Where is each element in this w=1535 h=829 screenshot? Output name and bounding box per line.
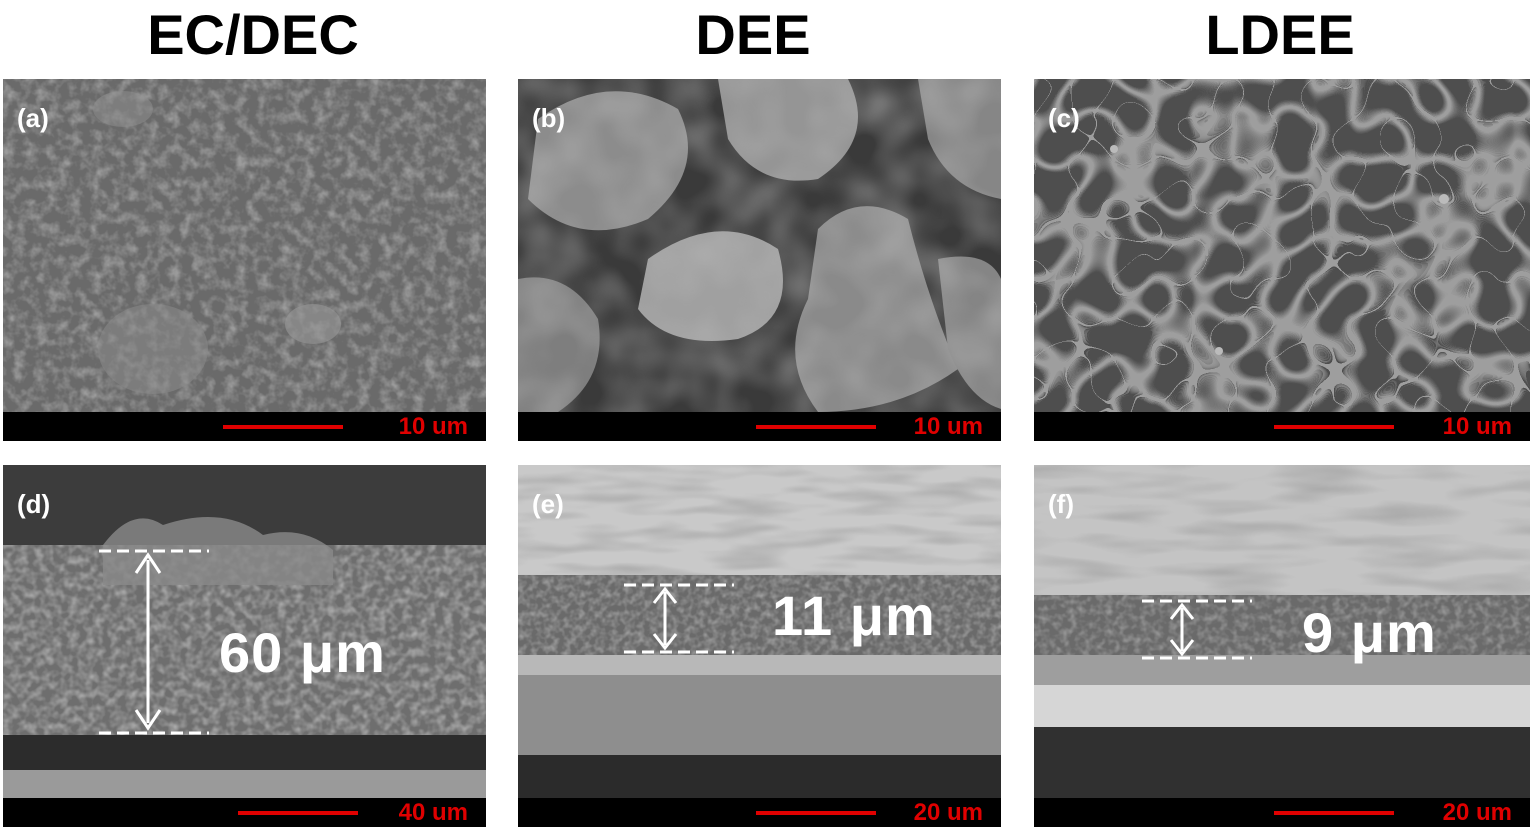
sem-image-d [3,465,486,798]
sem-image-e [518,465,1001,798]
scale-bar-e: 20 um [518,798,1001,827]
sem-image-f [1034,465,1530,798]
panel-label-d: (d) [17,489,51,519]
scale-line-a [223,425,343,429]
column-title-dee: DEE [695,3,811,66]
sem-panel-a: (a) 10 um [3,79,486,441]
panel-label-b: (b) [532,103,566,133]
column-title-ec-dec: EC/DEC [147,3,359,66]
sem-panel-e: (e) 11 μm 20 um [518,465,1001,827]
scale-text-b: 10 um [913,413,983,440]
sem-panel-f: (f) 9 μm 20 um [1034,465,1530,827]
panel-label-c: (c) [1048,103,1080,133]
scale-line-d [238,811,358,815]
scale-text-e: 20 um [913,799,983,826]
scale-line-c [1274,425,1394,429]
thickness-label-d: 60 μm [219,621,386,684]
scale-bar-f: 20 um [1034,798,1530,827]
column-title-ldee: LDEE [1205,3,1355,66]
scale-line-e [756,811,876,815]
scale-bar-d: 40 um [3,798,486,827]
sem-panel-d: (d) 60 μm 40 um [3,465,486,827]
scale-text-d: 40 um [398,799,468,826]
scale-text-c: 10 um [1442,413,1512,440]
panel-label-e: (e) [532,489,564,519]
sem-panel-c: (c) 10 um [1034,79,1530,441]
sem-image-b [518,79,1001,412]
scale-bar-a: 10 um [3,412,486,441]
thickness-label-f: 9 μm [1302,601,1437,664]
scale-text-a: 10 um [398,413,468,440]
panel-label-a: (a) [17,103,49,133]
scale-line-b [756,425,876,429]
panel-label-f: (f) [1048,489,1074,519]
sem-image-a [3,79,486,412]
scale-text-f: 20 um [1442,799,1512,826]
scale-bar-c: 10 um [1034,412,1530,441]
sem-panel-b: (b) 10 um [518,79,1001,441]
scale-bar-b: 10 um [518,412,1001,441]
scale-line-f [1274,811,1394,815]
sem-image-c [1034,79,1530,412]
thickness-label-e: 11 μm [772,584,936,647]
